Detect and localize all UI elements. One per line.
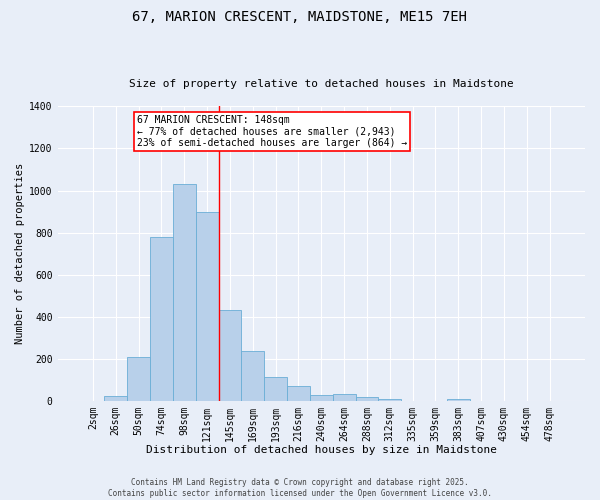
Bar — [379, 398, 401, 400]
X-axis label: Distribution of detached houses by size in Maidstone: Distribution of detached houses by size … — [146, 445, 497, 455]
Bar — [196, 212, 218, 400]
Bar — [356, 396, 379, 400]
Bar — [310, 396, 332, 400]
Bar — [173, 184, 196, 400]
Bar — [287, 386, 310, 400]
Bar — [264, 376, 287, 400]
Bar — [150, 237, 173, 400]
Bar — [447, 398, 470, 400]
Text: 67, MARION CRESCENT, MAIDSTONE, ME15 7EH: 67, MARION CRESCENT, MAIDSTONE, ME15 7EH — [133, 10, 467, 24]
Bar — [332, 394, 356, 400]
Bar — [241, 352, 264, 401]
Bar — [218, 310, 241, 400]
Text: Contains HM Land Registry data © Crown copyright and database right 2025.
Contai: Contains HM Land Registry data © Crown c… — [108, 478, 492, 498]
Bar — [127, 356, 150, 401]
Title: Size of property relative to detached houses in Maidstone: Size of property relative to detached ho… — [129, 79, 514, 89]
Bar — [104, 396, 127, 400]
Y-axis label: Number of detached properties: Number of detached properties — [15, 163, 25, 344]
Text: 67 MARION CRESCENT: 148sqm
← 77% of detached houses are smaller (2,943)
23% of s: 67 MARION CRESCENT: 148sqm ← 77% of deta… — [137, 116, 407, 148]
